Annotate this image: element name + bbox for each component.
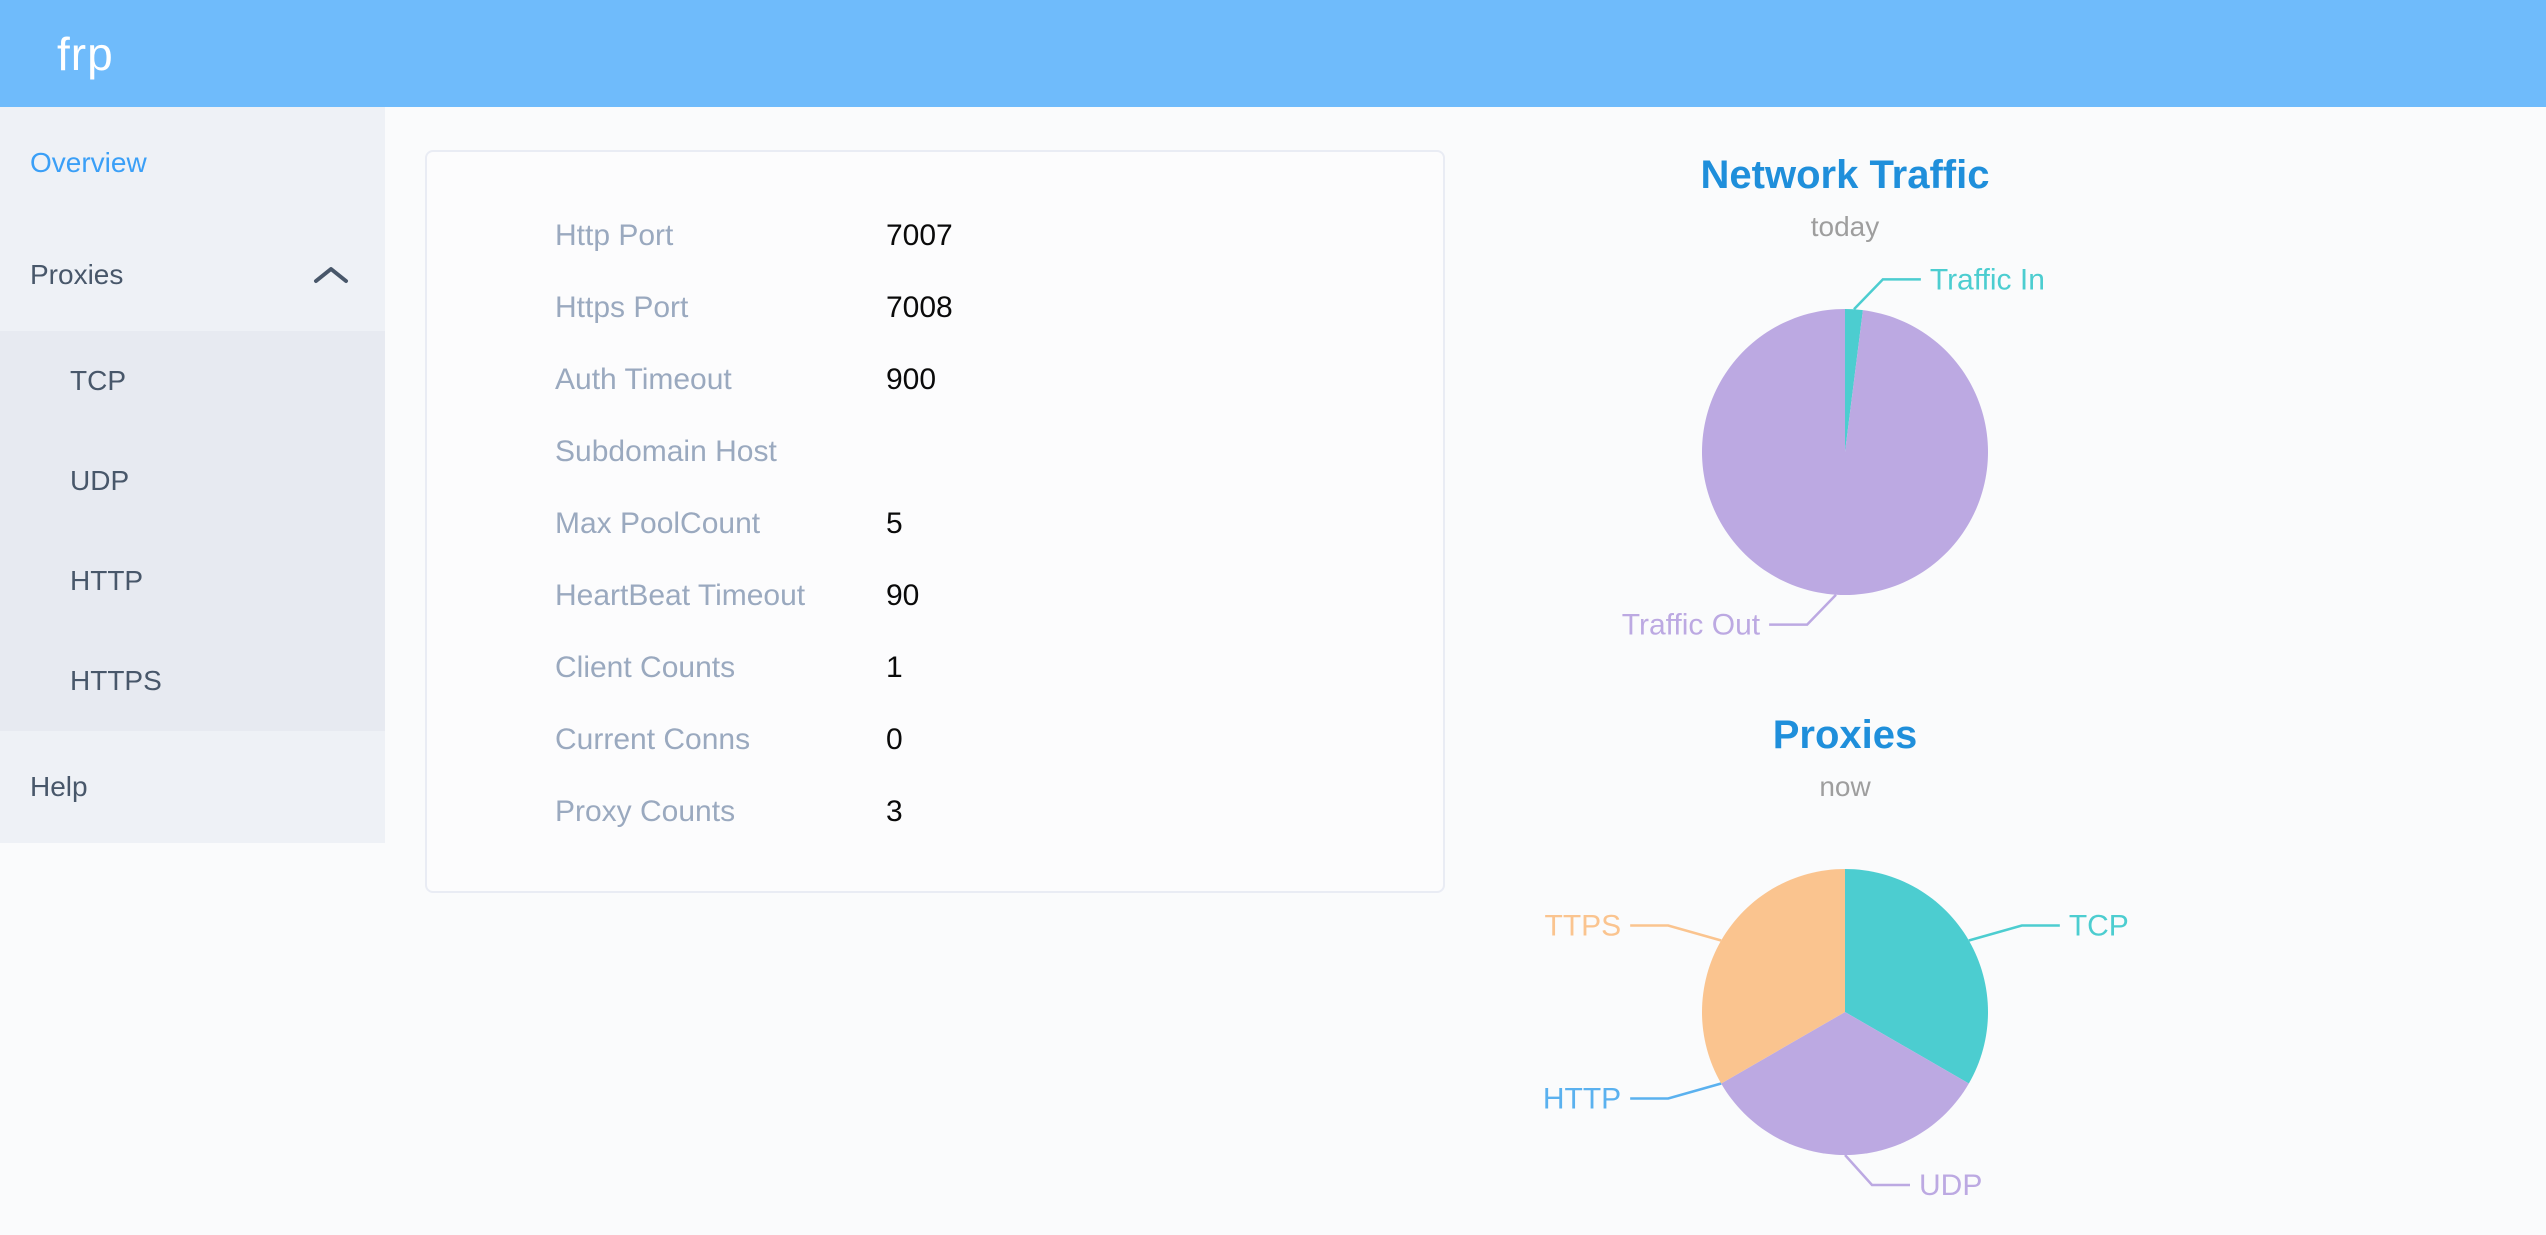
- server-info-card: Http Port 7007 Https Port 7008 Auth Timeout 9…: [425, 150, 1445, 893]
- info-value: 900: [886, 363, 937, 396]
- info-label: HeartBeat Timeout: [555, 579, 806, 612]
- network-traffic-pie: Traffic In Traffic Out: [1622, 263, 2045, 642]
- pie-leader-traffic-out: [1769, 593, 1837, 626]
- proxies-submenu: TCP UDP HTTP HTTPS: [0, 331, 385, 731]
- info-value: 3: [886, 795, 903, 828]
- sidebar-item-label: Proxies: [30, 259, 124, 290]
- pie-label-traffic-in: Traffic In: [1930, 263, 2045, 296]
- server-info-row: HeartBeat Timeout 90: [427, 560, 1443, 632]
- pie-leader-udp: [1844, 1154, 1910, 1187]
- sidebar: Overview Proxies TCP UDP HTTP HTTPS Help: [0, 107, 385, 843]
- info-label: Http Port: [555, 219, 674, 252]
- sidebar-item-label: HTTP: [70, 565, 144, 596]
- info-value: 5: [886, 507, 903, 540]
- charts-column: Network Traffic today Traffic In Traffic …: [1545, 107, 2145, 1235]
- server-info-row: Http Port 7007: [427, 200, 1443, 272]
- info-label: Subdomain Host: [555, 435, 777, 468]
- sidebar-item-https[interactable]: HTTPS: [0, 631, 385, 731]
- info-label: Client Counts: [555, 651, 736, 684]
- pie-leader-https: [1630, 924, 1722, 942]
- proxies-pie: TCP UDP HTTP HTTPS: [1545, 869, 2129, 1202]
- pie-label-udp: UDP: [1919, 1169, 1982, 1202]
- pie-slice-https[interactable]: [1702, 869, 1845, 1084]
- main-content: Http Port 7007 Https Port 7008 Auth Timeout 9…: [385, 107, 2546, 1235]
- pie-leader-http: [1630, 1082, 1722, 1100]
- chart-subtitle: now: [1819, 771, 1871, 802]
- app-header: frp: [0, 0, 2546, 107]
- pie-label-traffic-out: Traffic Out: [1622, 609, 1761, 642]
- server-info-row: Client Counts 1: [427, 632, 1443, 704]
- info-value: 7007: [886, 219, 953, 252]
- sidebar-item-label: Overview: [30, 147, 147, 178]
- pie-slice-udp[interactable]: [1721, 1012, 1969, 1155]
- sidebar-item-proxies[interactable]: Proxies: [0, 219, 385, 331]
- proxies-chart: Proxies now TCP UDP HTTP HTTPS: [1545, 711, 2145, 1235]
- info-value: 90: [886, 579, 920, 612]
- info-label: Https Port: [555, 291, 689, 324]
- chevron-up-icon: [314, 267, 348, 283]
- info-label: Max PoolCount: [555, 507, 761, 540]
- pie-slice-traffic-out[interactable]: [1702, 309, 1988, 595]
- sidebar-item-label: TCP: [70, 365, 126, 396]
- info-value: 7008: [886, 291, 953, 324]
- info-label: Auth Timeout: [555, 363, 732, 396]
- pie-leader-tcp: [1968, 924, 2060, 942]
- sidebar-item-udp[interactable]: UDP: [0, 431, 385, 531]
- server-info-row: Auth Timeout 900: [427, 344, 1443, 416]
- sidebar-item-tcp[interactable]: TCP: [0, 331, 385, 431]
- server-info-row: Current Conns 0: [427, 704, 1443, 776]
- sidebar-item-overview[interactable]: Overview: [0, 107, 385, 219]
- pie-slice-traffic-in[interactable]: [1845, 309, 1863, 452]
- pie-label-https: HTTPS: [1545, 910, 1621, 943]
- sidebar-item-http[interactable]: HTTP: [0, 531, 385, 631]
- network-traffic-chart: Network Traffic today Traffic In Traffic …: [1545, 151, 2145, 675]
- pie-leader-traffic-in: [1853, 278, 1921, 311]
- server-info-row: Max PoolCount 5: [427, 488, 1443, 560]
- pie-label-http: HTTP: [1545, 1083, 1621, 1116]
- chart-subtitle: today: [1810, 211, 1880, 242]
- frp-logo: frp: [57, 27, 114, 80]
- server-info-row: Proxy Counts 3: [427, 776, 1443, 848]
- info-label: Proxy Counts: [555, 795, 736, 828]
- sidebar-item-label: HTTPS: [70, 665, 162, 696]
- info-label: Current Conns: [555, 723, 751, 756]
- chart-title: Network Traffic: [1700, 153, 1990, 197]
- pie-label-tcp: TCP: [2069, 910, 2129, 943]
- chart-title: Proxies: [1772, 713, 1918, 757]
- server-info-row: Https Port 7008: [427, 272, 1443, 344]
- sidebar-item-label: Help: [30, 771, 88, 802]
- sidebar-item-help[interactable]: Help: [0, 731, 385, 843]
- info-value: 0: [886, 723, 903, 756]
- server-info-row: Subdomain Host: [427, 416, 1443, 488]
- pie-slice-tcp[interactable]: [1845, 869, 1988, 1084]
- info-value: 1: [886, 651, 903, 684]
- sidebar-item-label: UDP: [70, 465, 130, 496]
